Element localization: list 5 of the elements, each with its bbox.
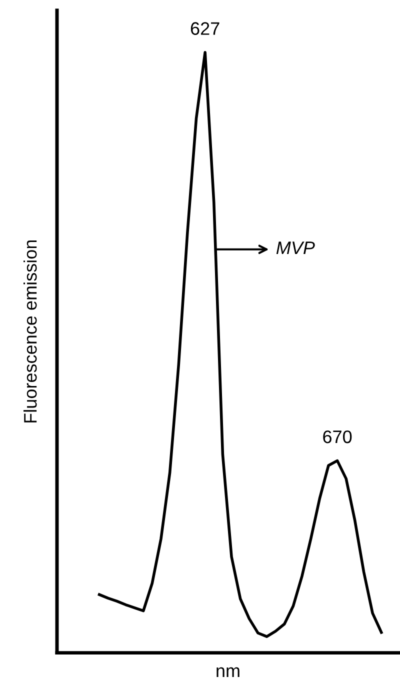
annotation: MVP	[276, 242, 315, 254]
annotation: 627	[190, 22, 220, 35]
y-axis-title: Fluorescence emission	[24, 240, 37, 422]
annotation: 670	[323, 430, 352, 444]
x-axis-title: nm	[216, 667, 240, 677]
